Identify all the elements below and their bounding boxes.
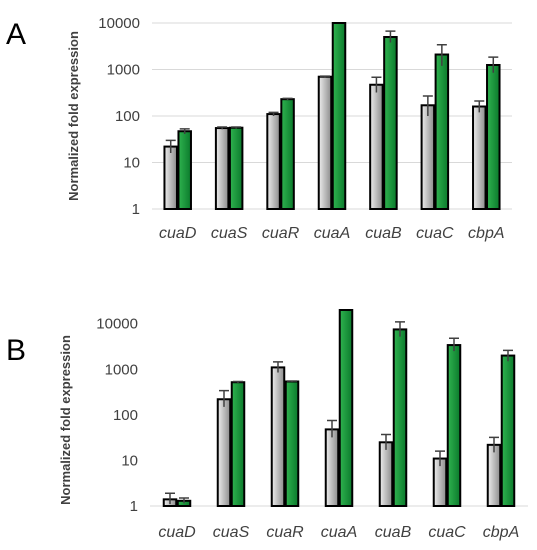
- bar-green-cuaB: [383, 35, 398, 210]
- error-bar-gray-cbpA: [489, 436, 499, 453]
- bar-gray-cuaA: [324, 428, 340, 508]
- error-bar-gray-cuaD: [165, 492, 175, 505]
- bar-gray-cuaA: [317, 75, 333, 210]
- bar-gray-cuaR: [270, 366, 286, 507]
- y-tick-label: 10000: [96, 316, 138, 333]
- category-label: cbpA: [468, 225, 504, 242]
- y-tick-label: 10: [123, 155, 140, 172]
- error-bars-a: [165, 30, 499, 154]
- y-tick-labels-a: 1 10 100 1000 10000: [98, 15, 140, 218]
- error-bar-green-cuaB: [385, 30, 396, 43]
- error-bar-green-cuaS: [231, 126, 242, 129]
- error-bar-green-cuaC: [436, 44, 447, 66]
- error-bar-gray-cuaB: [371, 76, 382, 93]
- bar-green-cuaA: [338, 309, 354, 507]
- panel-label-a: A: [6, 18, 26, 51]
- y-tick-label: 1000: [105, 361, 138, 378]
- y-tick-labels-b: 1 10 100 1000 10000: [96, 316, 138, 515]
- category-label: cuaA: [314, 225, 350, 242]
- chart-panel-a: A Normalized fold expression 11010010001…: [6, 15, 512, 242]
- category-label: cbpA: [483, 524, 519, 541]
- y-tick-label: 10: [121, 452, 138, 469]
- category-label: cuaD: [158, 524, 196, 541]
- bar-green-cbpA: [500, 354, 516, 507]
- bar-gray-cuaD: [163, 145, 178, 210]
- bars-b: [162, 309, 516, 508]
- bar-green-cuaA: [331, 22, 347, 210]
- bars-a: [163, 22, 501, 211]
- error-bar-gray-cuaA: [320, 75, 330, 78]
- error-bars-b: [165, 321, 513, 505]
- category-label: cuaR: [262, 225, 300, 242]
- error-bar-green-cuaC: [449, 337, 459, 352]
- error-bar-gray-cuaD: [165, 139, 176, 154]
- error-bar-gray-cuaB: [381, 433, 391, 450]
- error-bar-gray-cbpA: [474, 100, 485, 113]
- y-tick-label: 1: [132, 201, 140, 218]
- category-label: cuaC: [416, 225, 454, 242]
- panel-label-b: B: [6, 334, 26, 367]
- bar-green-cuaC: [446, 344, 462, 507]
- bar-gray-cuaC: [420, 104, 436, 210]
- error-bar-green-cuaD: [179, 128, 190, 135]
- bar-green-cuaB: [392, 328, 408, 507]
- bar-gray-cbpA: [486, 443, 502, 508]
- bar-green-cuaS: [230, 381, 246, 508]
- category-label: cuaR: [266, 524, 304, 541]
- category-label: cuaA: [321, 524, 357, 541]
- bar-gray-cuaR: [266, 113, 281, 210]
- error-bar-green-cbpA: [488, 56, 499, 73]
- y-tick-label: 100: [113, 407, 138, 424]
- y-tick-label: 10000: [98, 15, 140, 32]
- category-label: cuaC: [428, 524, 466, 541]
- bar-green-cuaR: [284, 380, 300, 508]
- category-label: cuaB: [365, 225, 402, 242]
- error-bar-green-cuaD: [179, 497, 189, 504]
- y-tick-label: 100: [115, 108, 140, 125]
- error-bar-gray-cuaR: [273, 361, 283, 373]
- bar-gray-cuaS: [214, 127, 230, 210]
- category-labels-b: cuaD cuaS cuaR cuaA cuaB cuaC cbpA: [158, 524, 519, 541]
- error-bar-green-cuaB: [395, 321, 405, 337]
- bar-green-cuaC: [434, 53, 450, 211]
- bar-green-cuaD: [177, 130, 192, 210]
- error-bar-gray-cuaR: [268, 111, 279, 116]
- error-bar-green-cbpA: [503, 349, 513, 362]
- y-axis-title-b: Normalized fold expression: [58, 335, 73, 505]
- y-tick-label: 1000: [107, 62, 140, 79]
- error-bar-gray-cuaC: [435, 450, 445, 467]
- error-bar-gray-cuaS: [219, 389, 229, 407]
- category-labels-a: cuaD cuaS cuaR cuaA cuaB cuaC cbpA: [159, 225, 504, 242]
- y-tick-label: 1: [130, 498, 138, 515]
- category-label: cuaS: [213, 524, 250, 541]
- error-bar-gray-cuaS: [217, 126, 228, 130]
- error-bar-green-cuaR: [287, 380, 297, 383]
- error-bar-gray-cuaA: [327, 419, 337, 438]
- y-axis-title-a: Normalized fold expression: [66, 31, 81, 201]
- category-label: cuaS: [211, 225, 248, 242]
- chart-panel-b: B Normalized fold expression 11010010001…: [6, 309, 528, 541]
- bar-green-cuaR: [280, 98, 295, 210]
- bar-gray-cuaB: [369, 83, 384, 210]
- bar-green-cuaS: [228, 126, 244, 210]
- bar-green-cbpA: [486, 63, 501, 210]
- bar-gray-cuaS: [216, 398, 232, 507]
- error-bar-green-cuaS: [233, 380, 243, 384]
- error-bar-green-cuaR: [282, 97, 293, 101]
- category-label: cuaD: [159, 225, 197, 242]
- category-label: cuaB: [375, 524, 412, 541]
- bar-gray-cuaB: [378, 441, 394, 507]
- error-bar-gray-cuaC: [422, 95, 433, 116]
- bar-gray-cbpA: [472, 105, 487, 210]
